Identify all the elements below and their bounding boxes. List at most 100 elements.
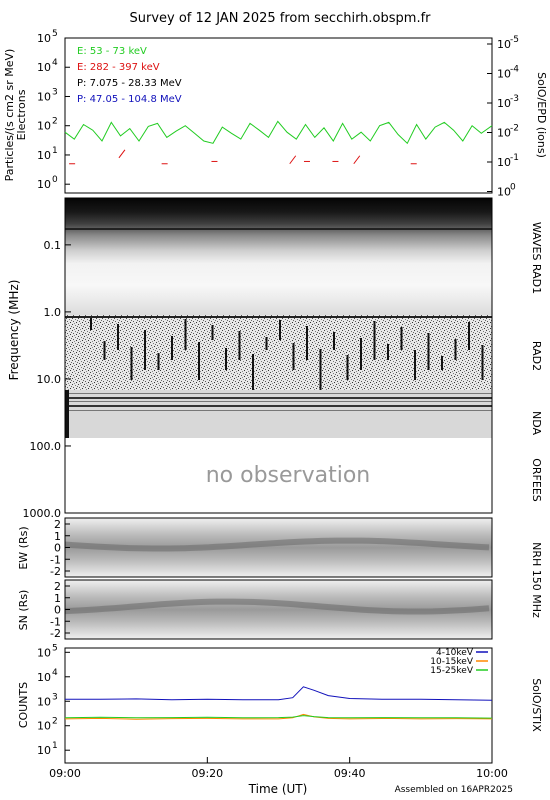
particles-ytick-exp-right: 0	[510, 183, 516, 193]
particles-ytick-label-right: 10	[497, 97, 511, 110]
rad2-burst	[157, 353, 160, 370]
rad1-dark-line	[65, 228, 492, 230]
particles-ytick-exp-right: -4	[510, 65, 519, 75]
stix-legend-label: 10-15keV	[430, 657, 474, 667]
label-rad2: RAD2	[530, 341, 543, 371]
particles-ytick-exp-left: 4	[52, 58, 58, 68]
rad2-burst	[468, 322, 470, 350]
radio-yticks: 0.1 1.0 10.0 100.0 1000.0	[23, 239, 71, 520]
stix-right-label: SolO/STIX	[530, 678, 543, 732]
nrh-ew-band	[64, 537, 490, 552]
nrh-sn-ylabel: SN (Rs)	[17, 590, 30, 631]
particles-ytick-exp-left: 0	[52, 175, 58, 185]
particles-ytick-label-right: 10	[497, 68, 511, 81]
nrh-sn-tick-label: -1	[50, 615, 61, 628]
stix-series-line	[65, 686, 493, 701]
rad2-burst	[481, 345, 484, 380]
nda-edge	[65, 390, 69, 438]
rad2-burst	[360, 338, 362, 370]
stix-series-line	[64, 715, 493, 719]
figure-title: Survey of 12 JAN 2025 from secchirh.obsp…	[130, 11, 432, 26]
particles-legend: E: 53 - 73 keV E: 282 - 397 keV P: 7.075…	[77, 46, 182, 105]
no-observation-text: no observation	[206, 463, 371, 488]
rad1-spectrogram	[65, 198, 492, 315]
stix-ytick-label: 10	[37, 744, 51, 757]
rad2-burst	[198, 342, 200, 380]
rad2-spectrogram	[65, 315, 492, 390]
nrh-sn-tick-label: -2	[50, 627, 61, 640]
nrh-sn-yticks: 210-1-2	[50, 580, 70, 640]
stix-ytick-label: 10	[37, 695, 51, 708]
legend-p-47-104: P: 47.05 - 104.8 MeV	[77, 94, 182, 105]
rad2-burst	[144, 330, 146, 370]
radio-ylabel: Frequency (MHz)	[7, 280, 21, 381]
particles-ytick-exp-right: -5	[510, 35, 519, 45]
rad2-burst	[211, 325, 214, 340]
particles-right-label: SolO/EPD (ions)	[535, 72, 548, 158]
x-axis-ticks: 09:00 09:20 09:40 10:00	[49, 757, 508, 780]
particles-ytick-exp-left: 1	[52, 146, 58, 156]
nda-line	[65, 410, 492, 411]
nrh-sn-band	[64, 598, 490, 615]
footer-assembled: Assembled on 16APR2025	[395, 785, 513, 795]
particles-ytick-label-right: 10	[497, 38, 511, 51]
rad2-burst	[414, 350, 416, 380]
particles-ytick-exp-right: -2	[510, 124, 519, 134]
orfees-empty	[65, 438, 492, 513]
particles-ylabel2: Electrons	[15, 89, 28, 140]
rad2-burst	[346, 355, 349, 380]
nrh-sn-tick-label: 0	[54, 604, 61, 617]
nda-line	[65, 397, 492, 399]
stix-ytick-exp: 1	[52, 741, 58, 751]
nrh-ew-tick-label: 2	[54, 518, 61, 531]
radio-panel: no observation 0.1 1.0 10.0 100.0 1000.0 Fre…	[7, 197, 543, 520]
nrh-sn-panel: 210-1-2 SN (Rs) NRH 150 MHz	[17, 542, 543, 640]
legend-e-53-73: E: 53 - 73 keV	[77, 46, 147, 57]
nda-line	[65, 405, 492, 407]
particles-ylabel: Particles/(s cm2 sr MeV)	[3, 49, 16, 182]
series-e-282-397-mark	[353, 155, 361, 165]
rad2-burst	[184, 319, 187, 350]
x-axis-label: Time (UT)	[248, 782, 308, 796]
particles-ytick-label-left: 10	[37, 90, 51, 103]
rad2-burst	[117, 324, 119, 350]
nrh-label: NRH 150 MHz	[530, 542, 543, 618]
rad2-burst	[441, 356, 443, 370]
nrh-sn-tick-label: 1	[54, 592, 61, 605]
stix-ytick-label: 10	[37, 646, 51, 659]
particles-ytick-exp-left: 3	[52, 87, 58, 97]
stix-ylabel: COUNTS	[17, 682, 30, 728]
rad2-burst	[225, 348, 227, 370]
particles-ytick-exp-right: -3	[510, 94, 519, 104]
stix-legend-label: 15-25keV	[430, 666, 474, 676]
nrh-sn-tick-label: 2	[54, 580, 61, 593]
legend-p-7-28: P: 7.075 - 28.33 MeV	[77, 78, 182, 89]
radio-ytick-label: 1.0	[44, 306, 62, 319]
stix-ytick-exp: 5	[52, 643, 58, 653]
rad2-burst	[171, 336, 173, 360]
series-e-282-397-mark	[289, 155, 297, 165]
rad2-burst	[319, 349, 322, 390]
legend-e-282-397: E: 282 - 397 keV	[77, 62, 160, 73]
rad2-burst	[373, 321, 376, 360]
nrh-ew-tick-label: -2	[50, 565, 61, 578]
stix-legend-label: 4-10keV	[436, 648, 474, 658]
radio-ytick-label: 0.1	[44, 239, 62, 252]
label-nda: NDA	[530, 411, 543, 436]
nda-lines	[65, 390, 492, 438]
rad2-burst	[292, 343, 295, 370]
rad2-burst	[454, 339, 457, 360]
particles-ytick-label-left: 10	[37, 32, 51, 45]
x-tick-label: 09:40	[334, 767, 366, 780]
radio-ytick-label: 1000.0	[23, 507, 62, 520]
nrh-ew-tick-label: 0	[54, 542, 61, 555]
rad2-burst-stripes	[65, 316, 492, 390]
label-orfees: ORFEES	[530, 458, 543, 502]
nrh-ew-yticks: 210-1-2	[50, 518, 70, 578]
rad2-burst	[90, 318, 92, 330]
x-tick-label: 09:00	[49, 767, 81, 780]
